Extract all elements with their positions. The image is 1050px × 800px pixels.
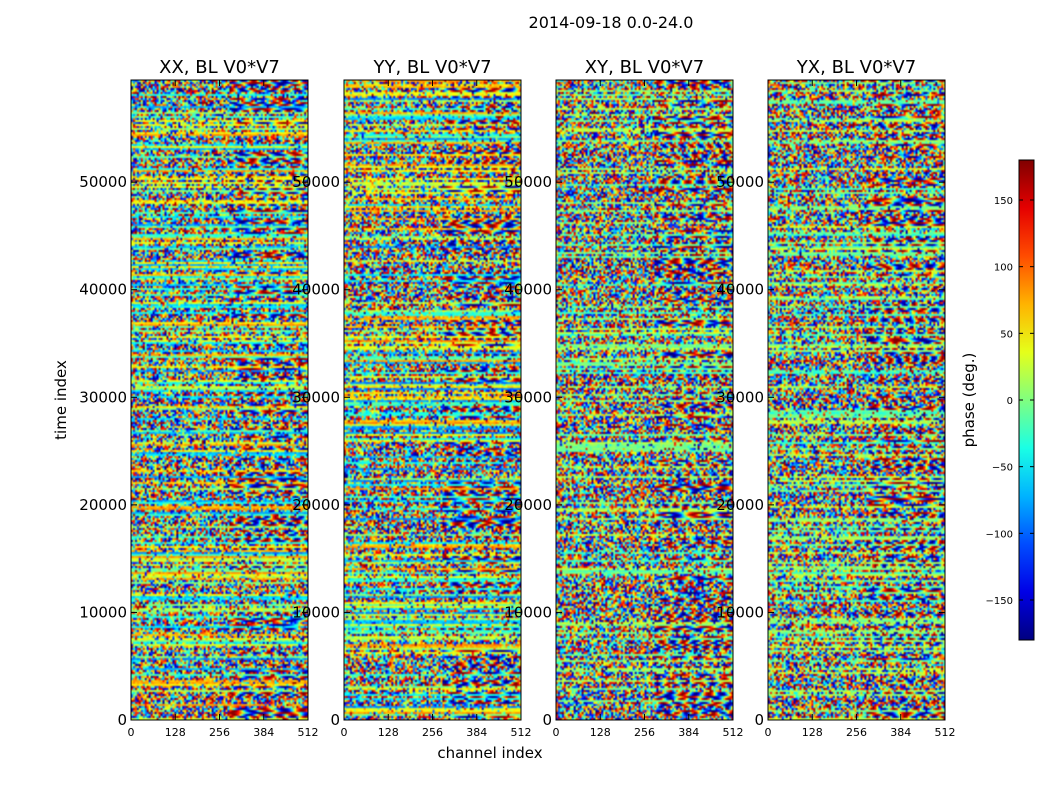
panels: XX, BL V0*V7 0 10000 20000 30000 40000 50000 0 1… [79, 57, 955, 739]
heatmap-image [768, 80, 945, 720]
panel-xy: XY, BL V0*V7 0 10000 20000 30000 40000 50000 0 1… [504, 57, 743, 739]
x-tick-label: 384 [253, 726, 274, 739]
y-tick-label: 50000 [716, 173, 764, 191]
y-tick-label: 40000 [79, 281, 127, 299]
panel-title: YY, BL V0*V7 [372, 57, 491, 78]
y-tick-label: 20000 [716, 496, 764, 514]
y-tick-label: 0 [330, 711, 340, 729]
x-tick-label: 384 [466, 726, 487, 739]
y-tick-label: 10000 [292, 603, 340, 621]
x-tick-label: 128 [378, 726, 399, 739]
panel-xx: XX, BL V0*V7 0 10000 20000 30000 40000 50000 0 1… [79, 57, 318, 739]
heatmap-image [131, 80, 308, 720]
y-tick-label: 40000 [292, 281, 340, 299]
x-tick-label: 0 [553, 726, 560, 739]
y-tick-label: 30000 [504, 388, 552, 406]
x-axis-label: channel index [437, 744, 542, 762]
x-tick-label: 128 [165, 726, 186, 739]
x-tick-label: 128 [590, 726, 611, 739]
y-tick-label: 0 [542, 711, 552, 729]
y-tick-label: 20000 [292, 496, 340, 514]
y-tick-label: 10000 [716, 603, 764, 621]
x-tick-label: 256 [422, 726, 443, 739]
x-tick-label: 384 [678, 726, 699, 739]
y-tick-label: 0 [754, 711, 764, 729]
colorbar: −150 −100 −50 0 50 100 150 phase (deg.) [960, 159, 1035, 641]
y-tick-label: 0 [117, 711, 127, 729]
colorbar-tick-label: −100 [986, 529, 1013, 540]
colorbar-tick-label: 0 [1007, 396, 1013, 407]
x-tick-label: 0 [341, 726, 348, 739]
colorbar-tick-label: 50 [1000, 329, 1013, 340]
colorbar-label: phase (deg.) [960, 353, 978, 448]
x-tick-label: 512 [511, 726, 532, 739]
panel-yy: YY, BL V0*V7 0 10000 20000 30000 40000 50000 0 1… [292, 57, 531, 739]
y-tick-label: 50000 [504, 173, 552, 191]
x-tick-label: 512 [723, 726, 744, 739]
x-tick-label: 128 [802, 726, 823, 739]
y-tick-label: 30000 [716, 388, 764, 406]
y-tick-label: 50000 [79, 173, 127, 191]
y-tick-label: 40000 [504, 281, 552, 299]
y-tick-label: 30000 [79, 388, 127, 406]
y-axis-label: time index [52, 360, 70, 440]
colorbar-tick-label: 100 [994, 263, 1013, 274]
heatmap-image [556, 80, 733, 720]
y-tick-label: 20000 [504, 496, 552, 514]
y-tick-label: 40000 [716, 281, 764, 299]
x-tick-label: 0 [765, 726, 772, 739]
y-tick-label: 10000 [79, 603, 127, 621]
x-tick-label: 384 [890, 726, 911, 739]
panel-title: YX, BL V0*V7 [796, 57, 916, 78]
y-tick-label: 10000 [504, 603, 552, 621]
x-tick-label: 256 [846, 726, 867, 739]
colorbar-tick-label: −50 [992, 463, 1013, 474]
colorbar-tick-label: −150 [986, 596, 1013, 607]
colorbar-gradient [1019, 160, 1034, 640]
heatmap-image [344, 80, 521, 720]
panel-title: XX, BL V0*V7 [159, 57, 280, 78]
y-tick-label: 20000 [79, 496, 127, 514]
colorbar-tick-label: 150 [994, 196, 1013, 207]
figure-title: 2014-09-18 0.0-24.0 [529, 13, 694, 32]
x-tick-label: 512 [935, 726, 956, 739]
x-tick-label: 256 [209, 726, 230, 739]
panel-title: XY, BL V0*V7 [585, 57, 704, 78]
x-tick-label: 256 [634, 726, 655, 739]
x-tick-label: 0 [128, 726, 135, 739]
y-tick-label: 30000 [292, 388, 340, 406]
y-tick-label: 50000 [292, 173, 340, 191]
panel-yx: YX, BL V0*V7 0 10000 20000 30000 40000 50000 0 1… [716, 57, 955, 739]
x-tick-label: 512 [298, 726, 319, 739]
